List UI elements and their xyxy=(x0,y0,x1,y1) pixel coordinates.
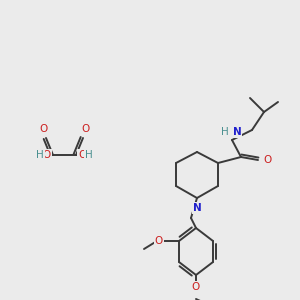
Text: O: O xyxy=(263,155,271,165)
Text: N: N xyxy=(193,203,201,213)
Text: O: O xyxy=(40,124,48,134)
Text: O: O xyxy=(78,150,86,160)
Text: H: H xyxy=(36,150,44,160)
Text: H: H xyxy=(221,127,229,137)
Text: H: H xyxy=(85,150,93,160)
Text: N: N xyxy=(233,127,242,137)
Text: O: O xyxy=(192,282,200,292)
Text: O: O xyxy=(43,150,51,160)
Text: O: O xyxy=(155,236,163,246)
Text: O: O xyxy=(81,124,89,134)
